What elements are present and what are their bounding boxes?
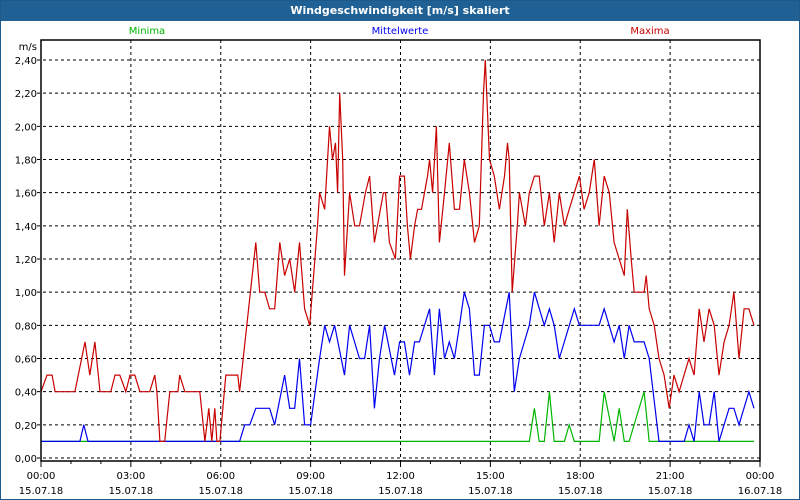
x-tick-time: 09:00: [296, 471, 325, 482]
x-tick-time: 03:00: [116, 471, 145, 482]
window-title: Windgeschwindigkeit [m/s] skaliert: [1, 1, 799, 21]
x-tick-date: 15.07.18: [198, 486, 243, 497]
x-tick-time: 00:00: [746, 471, 775, 482]
x-tick-time: 18:00: [566, 471, 595, 482]
series-line-maxima: [40, 59, 755, 442]
legend-mittelwerte: Mittelwerte: [372, 26, 429, 37]
x-tick-date: 16.07.18: [738, 486, 783, 497]
y-tick-label: 0,00: [15, 454, 37, 465]
y-axis-unit: m/s: [19, 42, 37, 53]
y-tick-label: 1,80: [15, 156, 37, 167]
x-tick-time: 12:00: [386, 471, 415, 482]
y-tick-label: 0,80: [15, 321, 37, 332]
y-tick-label: 0,20: [15, 421, 37, 432]
legend-minima: Minima: [129, 26, 165, 37]
x-tick-date: 15.07.18: [378, 486, 423, 497]
y-tick-label: 1,20: [15, 255, 37, 266]
y-tick-label: 1,40: [15, 222, 37, 233]
series-line-minima: [41, 391, 754, 442]
y-tick-label: 2,40: [15, 56, 37, 67]
x-tick-date: 15.07.18: [288, 486, 333, 497]
x-tick-date: 15.07.18: [109, 486, 154, 497]
x-tick-date: 15.07.18: [19, 486, 64, 497]
x-tick-time: 00:00: [27, 471, 56, 482]
x-tick-date: 15.07.18: [648, 486, 693, 497]
grid: [37, 40, 760, 461]
x-tick-date: 15.07.18: [468, 486, 513, 497]
legend-maxima: Maxima: [630, 26, 669, 37]
series-lines: [40, 59, 755, 442]
y-tick-label: 1,00: [15, 288, 37, 299]
y-tick-label: 2,00: [15, 122, 37, 133]
x-tick-time: 06:00: [206, 471, 235, 482]
x-tick-date: 15.07.18: [558, 486, 603, 497]
axes: 0,00 0,20 0,40 0,60 0,80 1,00 1,20 1,40 1,60 1,80…: [15, 56, 783, 497]
y-tick-label: 0,40: [15, 388, 37, 399]
series-line-mittelwerte: [41, 292, 755, 442]
x-tick-time: 21:00: [656, 471, 685, 482]
y-tick-label: 0,60: [15, 355, 37, 366]
x-tick-time: 15:00: [476, 471, 505, 482]
y-tick-label: 2,20: [15, 89, 37, 100]
y-tick-label: 1,60: [15, 189, 37, 200]
